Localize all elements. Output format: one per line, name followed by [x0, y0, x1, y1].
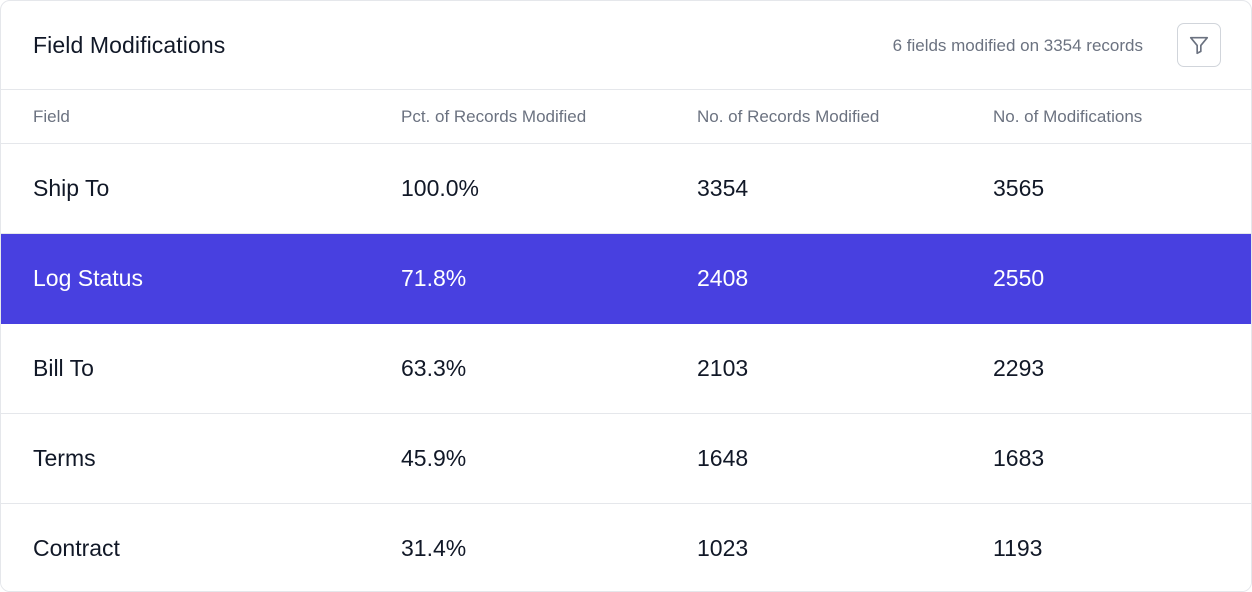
modifications-count: 3565 [993, 175, 1045, 201]
modification-summary: 6 fields modified on 3354 records [892, 36, 1143, 55]
modifications-count: 1683 [993, 445, 1045, 471]
table-row[interactable]: Terms 45.9% 1648 1683 [1, 414, 1251, 504]
filter-icon [1188, 34, 1210, 56]
pct-records-modified: 100.0% [401, 175, 480, 201]
modifications-count: 2550 [993, 265, 1045, 291]
modifications-count: 2293 [993, 355, 1045, 381]
field-name: Log Status [33, 265, 143, 291]
table-header: Field Pct. of Records Modified No. of Re… [1, 90, 1251, 144]
records-modified: 3354 [697, 175, 749, 201]
card-header: Field Modifications 6 fields modified on… [1, 1, 1251, 90]
column-header-field[interactable]: Field [33, 107, 70, 126]
table-row[interactable]: Bill To 63.3% 2103 2293 [1, 324, 1251, 414]
records-modified: 1023 [697, 535, 749, 561]
pct-records-modified: 71.8% [401, 265, 467, 291]
column-header-pct-records-modified[interactable]: Pct. of Records Modified [401, 107, 587, 126]
records-modified: 2408 [697, 265, 749, 291]
field-name: Contract [33, 535, 120, 561]
pct-records-modified: 63.3% [401, 355, 467, 381]
field-name: Bill To [33, 355, 94, 381]
records-modified: 1648 [697, 445, 749, 471]
pct-records-modified: 31.4% [401, 535, 467, 561]
field-name: Ship To [33, 175, 110, 201]
column-header-modifications[interactable]: No. of Modifications [993, 107, 1143, 126]
column-header-records-modified[interactable]: No. of Records Modified [697, 107, 880, 126]
card-title: Field Modifications [33, 32, 226, 58]
records-modified: 2103 [697, 355, 749, 381]
modifications-count: 1193 [993, 535, 1043, 561]
pct-records-modified: 45.9% [401, 445, 467, 471]
table-row[interactable]: Ship To 100.0% 3354 3565 [1, 144, 1251, 234]
field-name: Terms [33, 445, 96, 471]
table-row[interactable]: Contract 31.4% 1023 1193 [1, 504, 1251, 591]
filter-button[interactable] [1177, 23, 1221, 67]
table-row-selected[interactable]: Log Status 71.8% 2408 2550 [1, 234, 1251, 324]
